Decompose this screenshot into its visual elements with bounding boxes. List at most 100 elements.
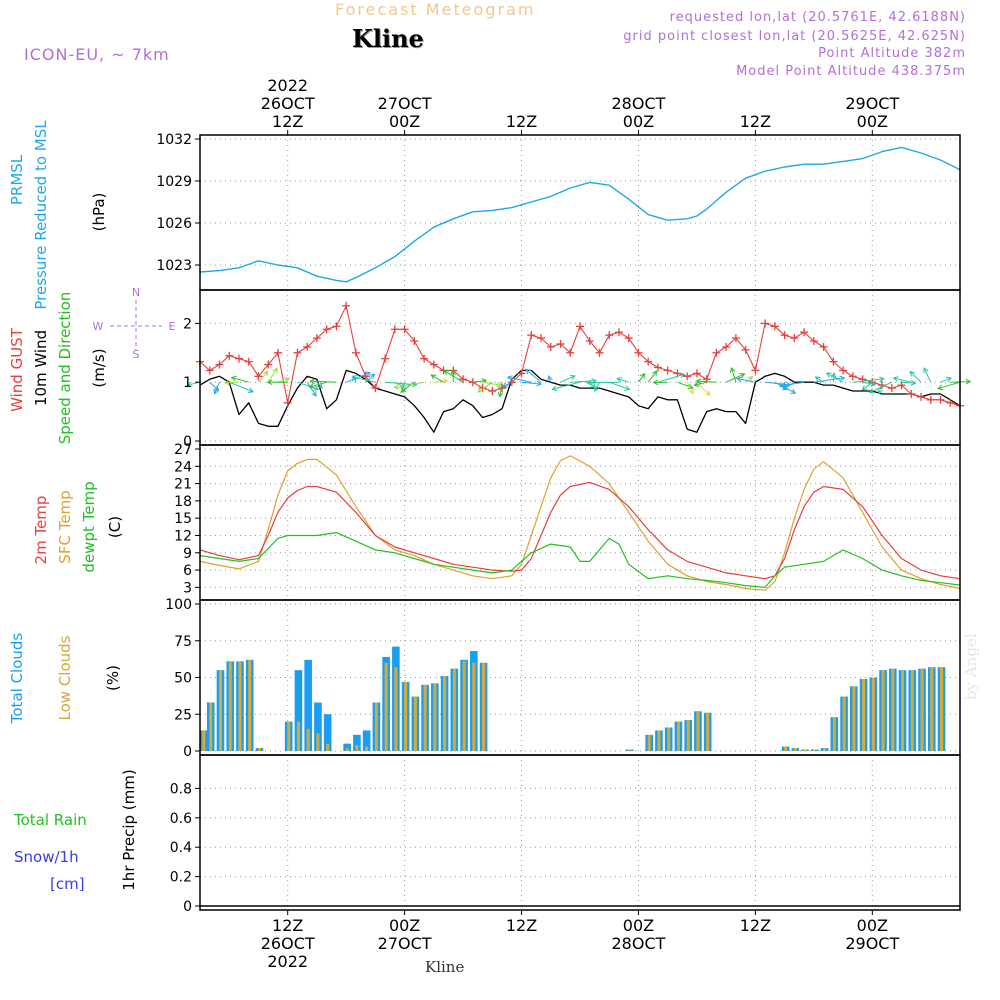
y-tick-label: 25 — [174, 707, 192, 723]
low-cloud-bar — [842, 696, 846, 751]
bottom-time-label: 00Z — [389, 916, 420, 935]
low-cloud-bar — [910, 670, 914, 751]
gust-marker — [517, 369, 526, 378]
wind-unit: (m/s) — [90, 348, 108, 387]
wind-arrow — [585, 379, 619, 386]
wind-axis-label: 10m Wind — [32, 330, 50, 406]
wind-arrow — [560, 375, 576, 383]
gust-marker — [234, 354, 243, 363]
low-cloud-bar — [316, 733, 320, 751]
wind-arrow — [782, 381, 795, 391]
y-tick-label: 1026 — [156, 216, 192, 232]
bottom-time-label: 26OCT — [261, 934, 315, 953]
low-cloud-bar — [413, 696, 417, 751]
low-cloud-bar — [306, 728, 310, 751]
gust-marker — [926, 395, 935, 404]
gust-marker — [761, 319, 770, 328]
total-cloud-bar — [362, 730, 371, 751]
low-cloud-bar — [696, 711, 700, 751]
low-cloud-bar — [209, 702, 213, 751]
model-altitude: Model Point Altitude 438.375m — [736, 64, 966, 79]
wind-arrow — [258, 370, 269, 383]
gust-marker — [751, 366, 760, 375]
gust-marker — [663, 366, 672, 375]
wind-arrow — [609, 381, 631, 391]
low-cloud-bar — [472, 662, 476, 751]
gust-marker — [644, 357, 653, 366]
low-cloud-bar — [257, 748, 261, 751]
top-time-label: 12Z — [272, 112, 303, 131]
gust-marker — [537, 334, 546, 343]
low-cloud-bar — [832, 717, 836, 751]
low-cloud-bar — [326, 743, 330, 751]
low-cloud-bar — [852, 686, 856, 751]
low-cloud-bar — [920, 668, 924, 751]
y-tick-label: 18 — [174, 494, 192, 510]
panel-frames — [199, 134, 961, 911]
temp2m-axis-label: 2m Temp — [32, 496, 50, 565]
low-cloud-bar — [394, 667, 398, 751]
clouds-unit: (%) — [104, 665, 122, 691]
wind-arrow — [266, 379, 288, 386]
y-tick-label: 21 — [174, 477, 192, 493]
low-cloud-bar — [218, 670, 223, 751]
precip-legend-label: Snow/1h — [14, 848, 79, 866]
sfc-temp-line — [199, 455, 961, 591]
y-tick-label: 50 — [174, 671, 192, 687]
bottom-time-label: 2022 — [267, 952, 308, 971]
gust-marker — [936, 395, 945, 404]
y-tick-label: 0.4 — [170, 840, 192, 856]
gust-marker — [429, 360, 438, 369]
low-cloud-bar — [345, 748, 349, 751]
wind-arrow — [306, 381, 317, 397]
sfc-temp-axis-label: SFC Temp — [56, 490, 74, 563]
low-cloud-bar — [939, 667, 944, 751]
precip-unit: 1hr Precip (mm) — [120, 769, 138, 890]
y-tick-label: 1023 — [156, 258, 192, 274]
low-cloud-bar — [202, 730, 206, 751]
wind-arrow — [814, 376, 824, 383]
low-cloud-bar — [452, 668, 456, 751]
wind-arrow — [594, 381, 600, 392]
gust-marker — [332, 322, 341, 331]
gust-marker — [361, 372, 370, 381]
wind-gust-line — [199, 305, 961, 407]
temp-2m-line — [199, 481, 961, 580]
gust-marker — [770, 322, 779, 331]
wind-arrow — [647, 370, 658, 383]
gust-marker — [907, 389, 916, 398]
wind-arrow — [308, 381, 327, 389]
wind-arrow — [725, 373, 746, 383]
total-cloud-bar — [304, 659, 312, 751]
bottom-time-label: 27OCT — [378, 934, 432, 953]
wind-arrow — [940, 376, 953, 383]
gust-marker — [546, 342, 555, 351]
wind-speed-dir-label: Speed and Direction — [56, 292, 74, 445]
gust-marker — [420, 354, 429, 363]
wind-10m-line — [199, 369, 961, 433]
gust-marker — [303, 342, 312, 351]
wind-arrow — [229, 381, 254, 393]
wind-arrow — [430, 374, 444, 383]
precip-legend-label: [cm] — [50, 875, 85, 893]
y-tick-label: 0.8 — [170, 781, 192, 797]
wind-arrow — [525, 368, 542, 383]
top-time-label: 27OCT — [378, 94, 432, 113]
top-time-label: 26OCT — [261, 94, 315, 113]
wind-arrow — [501, 381, 513, 388]
wind-arrow — [638, 372, 646, 383]
wind-arrow — [813, 375, 846, 383]
low-cloud-bar — [667, 727, 671, 751]
wind-arrow — [901, 380, 917, 386]
wind-arrow — [521, 380, 543, 387]
compass-letter: E — [169, 320, 176, 333]
compass-letter: S — [133, 348, 140, 361]
wind-arrow — [547, 374, 553, 383]
low-cloud-bar — [423, 684, 427, 751]
precip-legend-label: Total Rain — [13, 811, 87, 829]
gust-marker — [215, 360, 224, 369]
gust-marker — [790, 334, 799, 343]
low-cloud-bar — [823, 748, 827, 751]
low-cloud-bar — [784, 746, 788, 751]
gust-marker — [917, 392, 926, 401]
